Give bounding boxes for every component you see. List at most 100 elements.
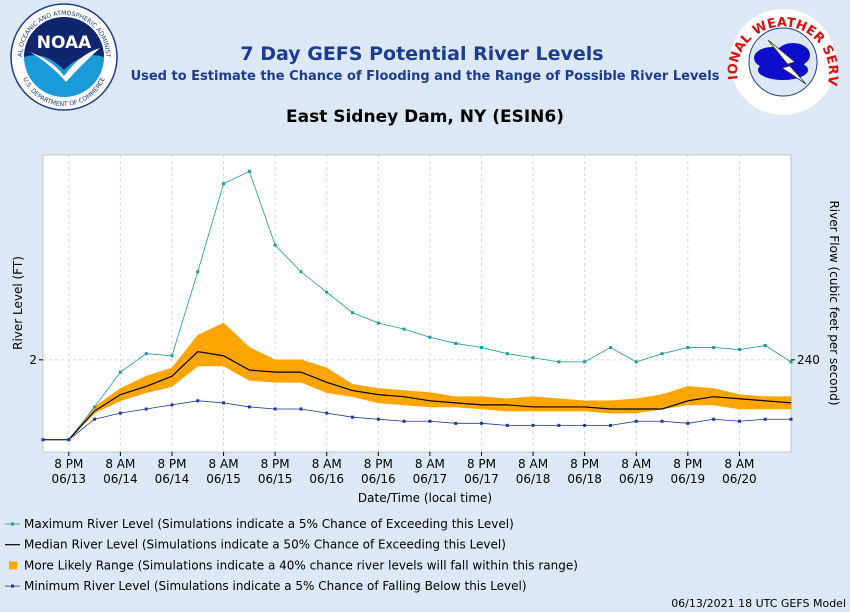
point — [196, 270, 200, 274]
point — [376, 417, 380, 421]
point — [402, 419, 406, 423]
x-tick-date: 06/14 — [155, 472, 190, 486]
point — [479, 421, 483, 425]
point — [93, 405, 97, 409]
chart-subtitle: Used to Estimate the Chance of Flooding … — [131, 69, 720, 84]
point — [712, 417, 716, 421]
x-tick-label: 8 PM — [467, 457, 496, 471]
x-tick-date: 06/16 — [361, 472, 396, 486]
point — [479, 346, 483, 350]
x-tick-label: 8 AM — [415, 457, 445, 471]
x-tick-date: 06/15 — [206, 472, 241, 486]
range-band — [687, 386, 714, 406]
y-axis-label: River Level (FT) — [11, 256, 25, 350]
series-line — [43, 170, 792, 441]
x-tick-label: 8 PM — [261, 457, 290, 471]
legend-marker — [11, 584, 14, 588]
y2-axis-label: River Flow (cubic feet per second) — [827, 200, 841, 405]
legend-label: Median River Level (Simulations indicate… — [24, 538, 506, 552]
point — [351, 311, 355, 315]
range-band — [506, 396, 534, 412]
x-tick-date: 06/15 — [258, 472, 293, 486]
point — [660, 419, 664, 423]
point — [583, 423, 587, 427]
x-tick-date: 06/19 — [671, 472, 706, 486]
point — [299, 270, 303, 274]
y-tick-label: 2 — [29, 353, 37, 367]
legend-label: Minimum River Level (Simulations indicat… — [24, 579, 527, 593]
point — [67, 438, 71, 442]
point — [118, 411, 122, 415]
x-tick-date: 06/17 — [464, 472, 499, 486]
point — [222, 182, 226, 186]
point — [557, 423, 561, 427]
point — [325, 290, 329, 294]
legend-label: More Likely Range (Simulations indicate … — [24, 558, 578, 572]
point — [118, 370, 122, 374]
footer: 06/13/2021 18 UTC GEFS Model — [671, 597, 846, 610]
point — [634, 360, 638, 364]
x-tick-label: 8 PM — [157, 457, 186, 471]
x-tick-label: 8 AM — [518, 457, 548, 471]
point — [737, 348, 741, 352]
range-band — [610, 398, 637, 414]
point — [273, 407, 277, 411]
point — [376, 321, 380, 325]
range-band — [481, 396, 508, 412]
range-band — [764, 396, 792, 410]
point — [144, 407, 148, 411]
legend-marker — [11, 522, 14, 526]
point — [531, 356, 535, 360]
point — [608, 423, 612, 427]
point — [737, 419, 741, 423]
legend-swatch — [9, 561, 17, 570]
range-band — [532, 396, 560, 412]
x-tick-date: 06/20 — [722, 472, 757, 486]
point — [428, 419, 432, 423]
point — [428, 335, 432, 339]
point — [454, 341, 458, 345]
x-tick-date: 06/18 — [567, 472, 602, 486]
point — [196, 399, 200, 403]
x-tick-date: 06/19 — [619, 472, 654, 486]
point — [686, 346, 690, 350]
y2-tick-label: 240 — [797, 353, 820, 367]
x-tick-label: 8 AM — [105, 457, 135, 471]
x-tick-date: 06/13 — [51, 472, 86, 486]
series-line — [43, 350, 792, 441]
x-tick-label: 8 AM — [209, 457, 239, 471]
x-tick-label: 8 AM — [312, 457, 342, 471]
point — [608, 346, 612, 350]
x-tick-label: 8 PM — [54, 457, 83, 471]
x-axis-label: Date/Time (local time) — [358, 491, 492, 505]
point — [505, 352, 509, 356]
point — [660, 352, 664, 356]
point — [170, 403, 174, 407]
chart-title: 7 Day GEFS Potential River Levels — [240, 43, 603, 65]
point — [402, 327, 406, 331]
x-tick-label: 8 PM — [673, 457, 702, 471]
point — [170, 354, 174, 358]
x-tick-date: 06/18 — [516, 472, 551, 486]
series-line — [43, 400, 791, 441]
range-band — [274, 359, 302, 383]
point — [41, 438, 45, 442]
point — [351, 415, 355, 419]
point — [712, 346, 716, 350]
point — [583, 360, 587, 364]
x-tick-label: 8 PM — [364, 457, 393, 471]
x-tick-date: 06/16 — [309, 472, 344, 486]
point — [686, 421, 690, 425]
point — [247, 169, 251, 173]
range-band — [558, 398, 585, 412]
noaa-name: NOAA — [37, 33, 92, 53]
legend-label: Maximum River Level (Simulations indicat… — [24, 517, 514, 531]
point — [144, 352, 148, 356]
x-tick-label: 8 PM — [570, 457, 599, 471]
point — [93, 417, 97, 421]
point — [789, 360, 793, 364]
point — [247, 405, 251, 409]
point — [505, 423, 509, 427]
